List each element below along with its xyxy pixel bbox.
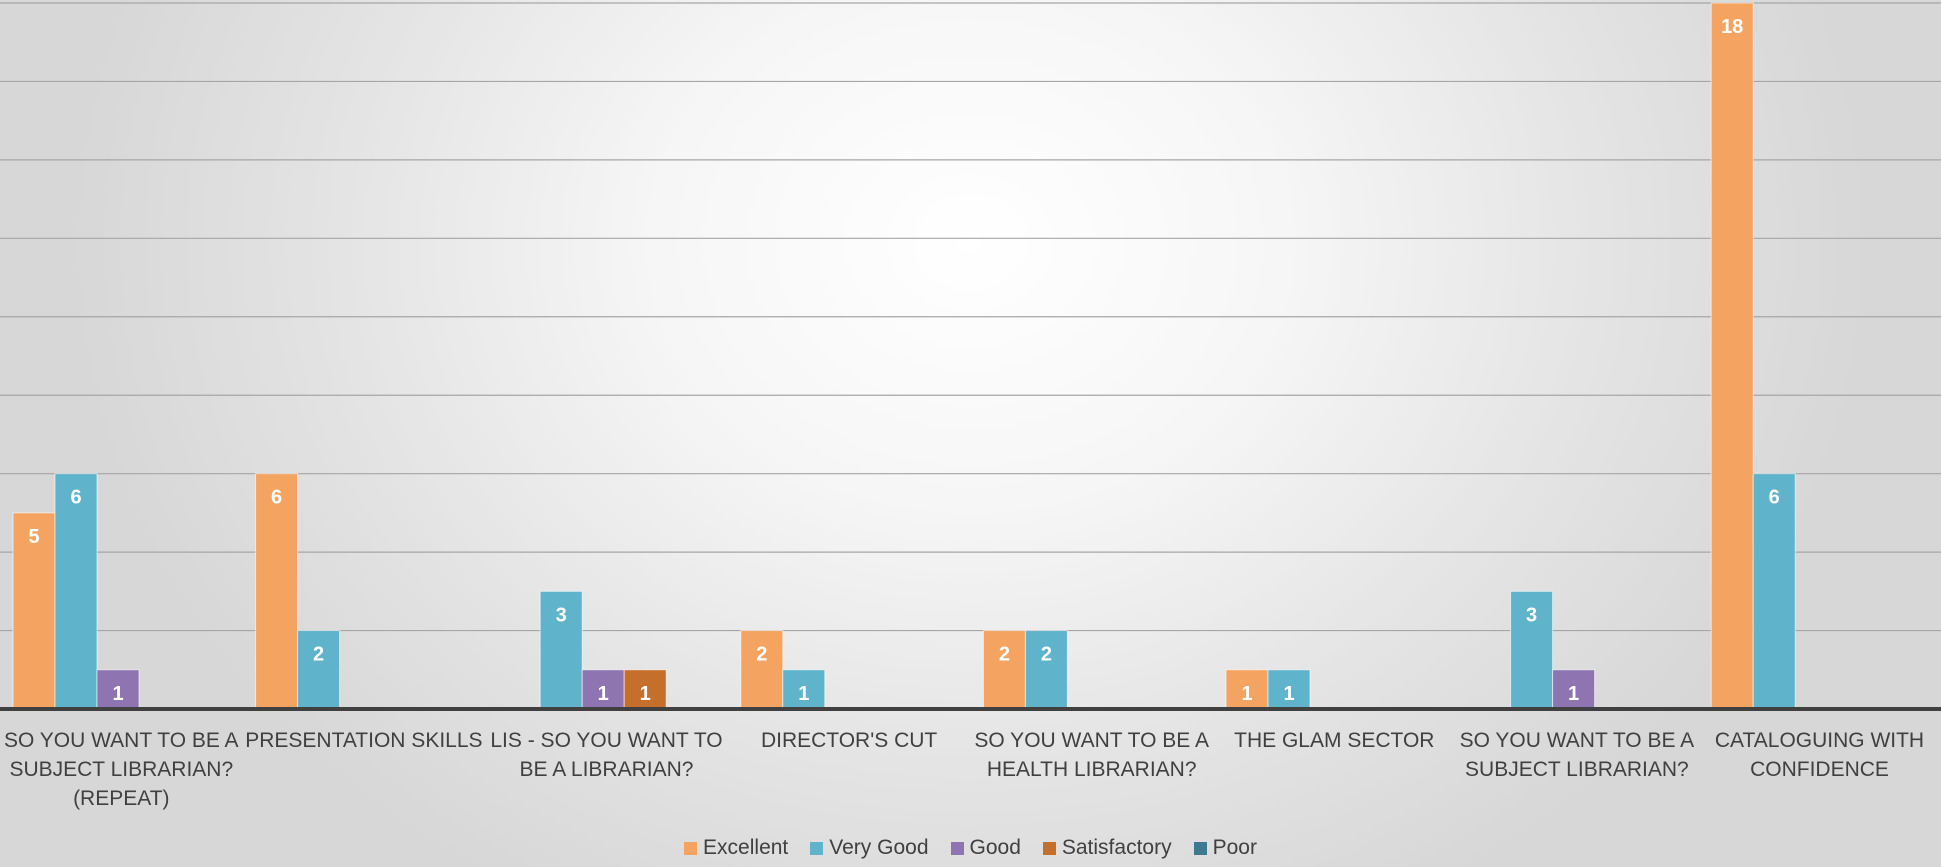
legend-swatch [1193, 841, 1207, 855]
data-label: 2 [999, 644, 1010, 666]
data-label: 6 [1769, 487, 1780, 509]
data-label: 3 [1526, 604, 1537, 626]
bar [1510, 590, 1554, 710]
data-label: 1 [112, 683, 123, 705]
bar [1267, 669, 1311, 710]
legend-swatch [1042, 841, 1056, 855]
category-label: PRESENTATION SKILLS [245, 729, 483, 752]
data-label: 1 [1568, 683, 1579, 705]
legend-swatch [950, 841, 964, 855]
data-label: 2 [313, 644, 324, 666]
bar [539, 590, 583, 710]
legend-label: Poor [1212, 836, 1257, 859]
data-label: 2 [756, 644, 767, 666]
data-label: 3 [556, 604, 567, 626]
data-label: 1 [798, 683, 809, 705]
legend-item: Very Good [810, 836, 929, 860]
data-label: 6 [70, 487, 81, 509]
data-label: 5 [28, 526, 39, 548]
bars [12, 2, 1796, 710]
category-label: SO YOU WANT TO BE A SUBJECT LIBRARIAN? (… [4, 729, 239, 810]
bar [1225, 669, 1269, 710]
bar [1710, 2, 1754, 710]
category-label: THE GLAM SECTOR [1234, 729, 1435, 752]
legend-swatch [810, 841, 824, 855]
category-label: SO YOU WANT TO BE A SUBJECT LIBRARIAN? [1459, 729, 1695, 781]
legend-label: Satisfactory [1061, 836, 1172, 859]
legend-label: Excellent [703, 836, 789, 859]
category-label: DIRECTOR'S CUT [760, 729, 938, 752]
legend-item: Excellent [684, 836, 788, 860]
bar [1024, 630, 1068, 710]
data-label: 1 [640, 683, 651, 705]
legend: Excellent Very Good Good Satisfactory Poor [0, 836, 1941, 860]
data-label: 1 [598, 683, 609, 705]
category-label: SO YOU WANT TO BE A HEALTH LIBRARIAN? [974, 729, 1209, 781]
data-label: 1 [1283, 683, 1294, 705]
bar [54, 473, 98, 710]
bar [740, 630, 784, 710]
data-labels: 5 6 1 6 2 3 1 1 2 1 2 2 1 1 3 1 18 6 [28, 16, 1779, 705]
category-label: CATALOGUING WITH CONFIDENCE [1714, 729, 1925, 781]
bar [581, 669, 625, 710]
data-label: 2 [1041, 644, 1052, 666]
category-label: LIS - SO YOU WANT TO BE A LIBRARIAN? [490, 729, 723, 781]
legend-swatch [684, 841, 698, 855]
bar [297, 630, 341, 710]
legend-label: Very Good [829, 836, 929, 859]
legend-item: Good [950, 836, 1021, 860]
bar [255, 473, 299, 710]
data-label: 6 [271, 487, 282, 509]
bar [1752, 473, 1796, 710]
legend-label: Good [969, 836, 1021, 859]
bar [782, 669, 826, 710]
bar [982, 630, 1026, 710]
legend-item: Satisfactory [1042, 836, 1172, 860]
legend-item: Poor [1193, 836, 1257, 860]
data-label: 18 [1721, 16, 1743, 38]
data-label: 1 [1241, 683, 1252, 705]
